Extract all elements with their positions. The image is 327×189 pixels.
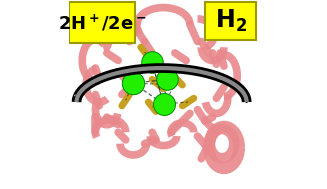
- Point: [149, 61, 155, 64]
- FancyBboxPatch shape: [205, 2, 256, 40]
- Text: $\bf{H_2}$: $\bf{H_2}$: [215, 8, 247, 34]
- Point: [165, 78, 170, 81]
- Point: [131, 82, 136, 85]
- FancyBboxPatch shape: [69, 2, 135, 43]
- Point: [161, 102, 166, 105]
- Text: $\bf{2H^+/2e^-}$: $\bf{2H^+/2e^-}$: [58, 12, 146, 33]
